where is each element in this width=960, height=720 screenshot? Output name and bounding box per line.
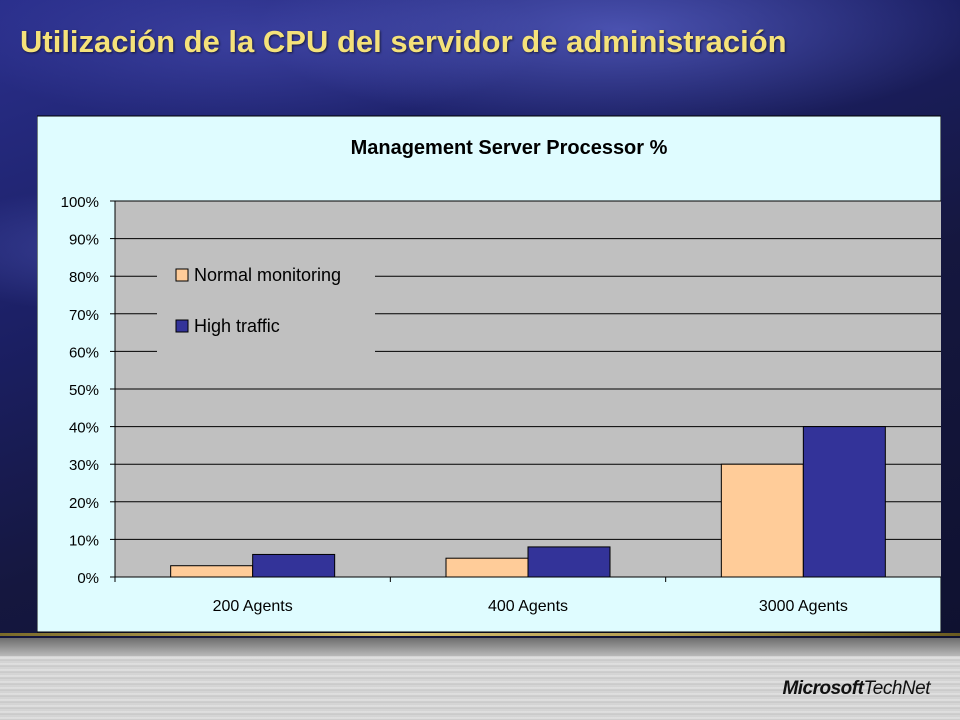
- bar-normal-2: [720, 463, 804, 578]
- x-tick-labels: 200 Agents 400 Agents 3000 Agents: [213, 598, 848, 615]
- legend-swatch-0: [175, 268, 189, 282]
- y-tick-label: 0%: [77, 570, 99, 587]
- bar-high-0: [252, 553, 336, 578]
- legend-label-1: High traffic: [194, 316, 280, 336]
- legend-box: [157, 254, 375, 354]
- footer-band: [0, 638, 960, 720]
- y-tick-label: 60%: [69, 344, 99, 361]
- axes: [110, 200, 942, 582]
- y-tick-label: 10%: [69, 532, 99, 549]
- y-tick-labels: 0% 10% 20% 30% 40% 50% 60% 70% 80% 90% 100%: [61, 194, 99, 587]
- y-tick-label: 100%: [61, 194, 99, 211]
- x-tick-label: 3000 Agents: [759, 598, 848, 615]
- gold-divider: [0, 633, 960, 636]
- bar-high-1: [527, 546, 611, 578]
- x-tick-label: 200 Agents: [213, 598, 293, 615]
- y-tick-label: 20%: [69, 495, 99, 512]
- y-tick-label: 30%: [69, 457, 99, 474]
- y-tick-label: 70%: [69, 307, 99, 324]
- y-tick-label: 40%: [69, 420, 99, 437]
- legend: Normal monitoring High traffic: [157, 254, 375, 354]
- bar-normal-1: [445, 557, 529, 578]
- slide-title: Utilización de la CPU del servidor de ad…: [20, 24, 787, 59]
- bar-normal-0: [170, 565, 254, 578]
- legend-label-0: Normal monitoring: [194, 265, 341, 285]
- microsoft-technet-logo: MicrosoftTechNet: [782, 678, 930, 699]
- bar-chart: Management Server Processor % 0% 10% 20% 30…: [36, 115, 942, 633]
- y-tick-label: 80%: [69, 269, 99, 286]
- y-tick-label: 90%: [69, 232, 99, 249]
- y-tick-label: 50%: [69, 382, 99, 399]
- legend-swatch-1: [175, 319, 189, 333]
- bar-high-2: [802, 426, 886, 578]
- chart-container: Management Server Processor % 0% 10% 20% 30…: [36, 112, 942, 633]
- chart-title: Management Server Processor %: [351, 137, 668, 159]
- bars: [170, 426, 886, 578]
- x-tick-label: 400 Agents: [488, 598, 568, 615]
